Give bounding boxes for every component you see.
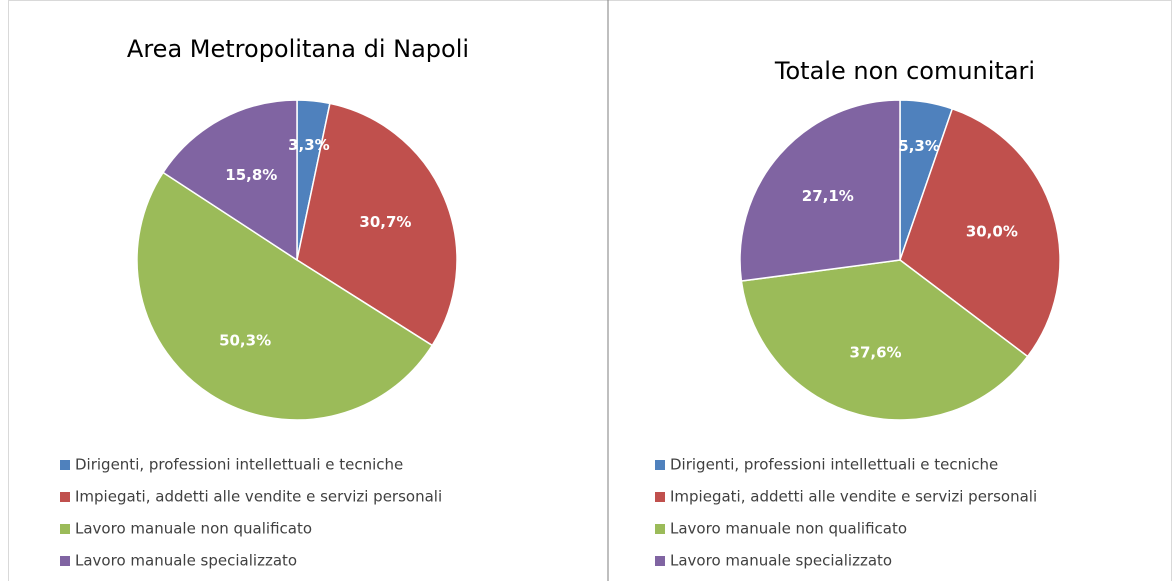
legend-swatch bbox=[60, 460, 70, 470]
chart-title: Totale non comunitari bbox=[774, 57, 1035, 85]
legend-label: Impiegati, addetti alle vendite e serviz… bbox=[670, 488, 1037, 506]
data-label: 27,1% bbox=[802, 187, 854, 205]
legend-label: Lavoro manuale specializzato bbox=[670, 552, 892, 570]
data-label: 15,8% bbox=[225, 166, 277, 184]
data-label: 30,7% bbox=[359, 213, 411, 231]
legend-swatch bbox=[655, 460, 665, 470]
data-label: 50,3% bbox=[219, 331, 271, 349]
legend-label: Impiegati, addetti alle vendite e serviz… bbox=[75, 488, 442, 506]
legend-swatch bbox=[60, 524, 70, 534]
legend-label: Dirigenti, professioni intellettuali e t… bbox=[75, 456, 403, 474]
legend-label: Lavoro manuale non qualificato bbox=[670, 520, 907, 538]
chart-title: Area Metropolitana di Napoli bbox=[127, 35, 469, 63]
data-label: 37,6% bbox=[850, 343, 902, 361]
data-label: 5,3% bbox=[898, 137, 940, 155]
legend-swatch bbox=[60, 492, 70, 502]
legend-swatch bbox=[655, 492, 665, 502]
legend-swatch bbox=[60, 556, 70, 566]
pie-slice bbox=[740, 259, 1029, 421]
data-label: 3,3% bbox=[288, 136, 330, 154]
legend-label: Dirigenti, professioni intellettuali e t… bbox=[670, 456, 998, 474]
legend-label: Lavoro manuale non qualificato bbox=[75, 520, 312, 538]
border bbox=[8, 0, 1172, 581]
pie-slice bbox=[739, 99, 901, 282]
data-label: 30,0% bbox=[966, 223, 1018, 241]
legend-label: Lavoro manuale specializzato bbox=[75, 552, 297, 570]
pie-slice bbox=[899, 107, 1061, 358]
legend-swatch bbox=[655, 556, 665, 566]
pie-slice bbox=[136, 171, 434, 421]
legend-swatch bbox=[655, 524, 665, 534]
pie-slice bbox=[162, 99, 298, 262]
